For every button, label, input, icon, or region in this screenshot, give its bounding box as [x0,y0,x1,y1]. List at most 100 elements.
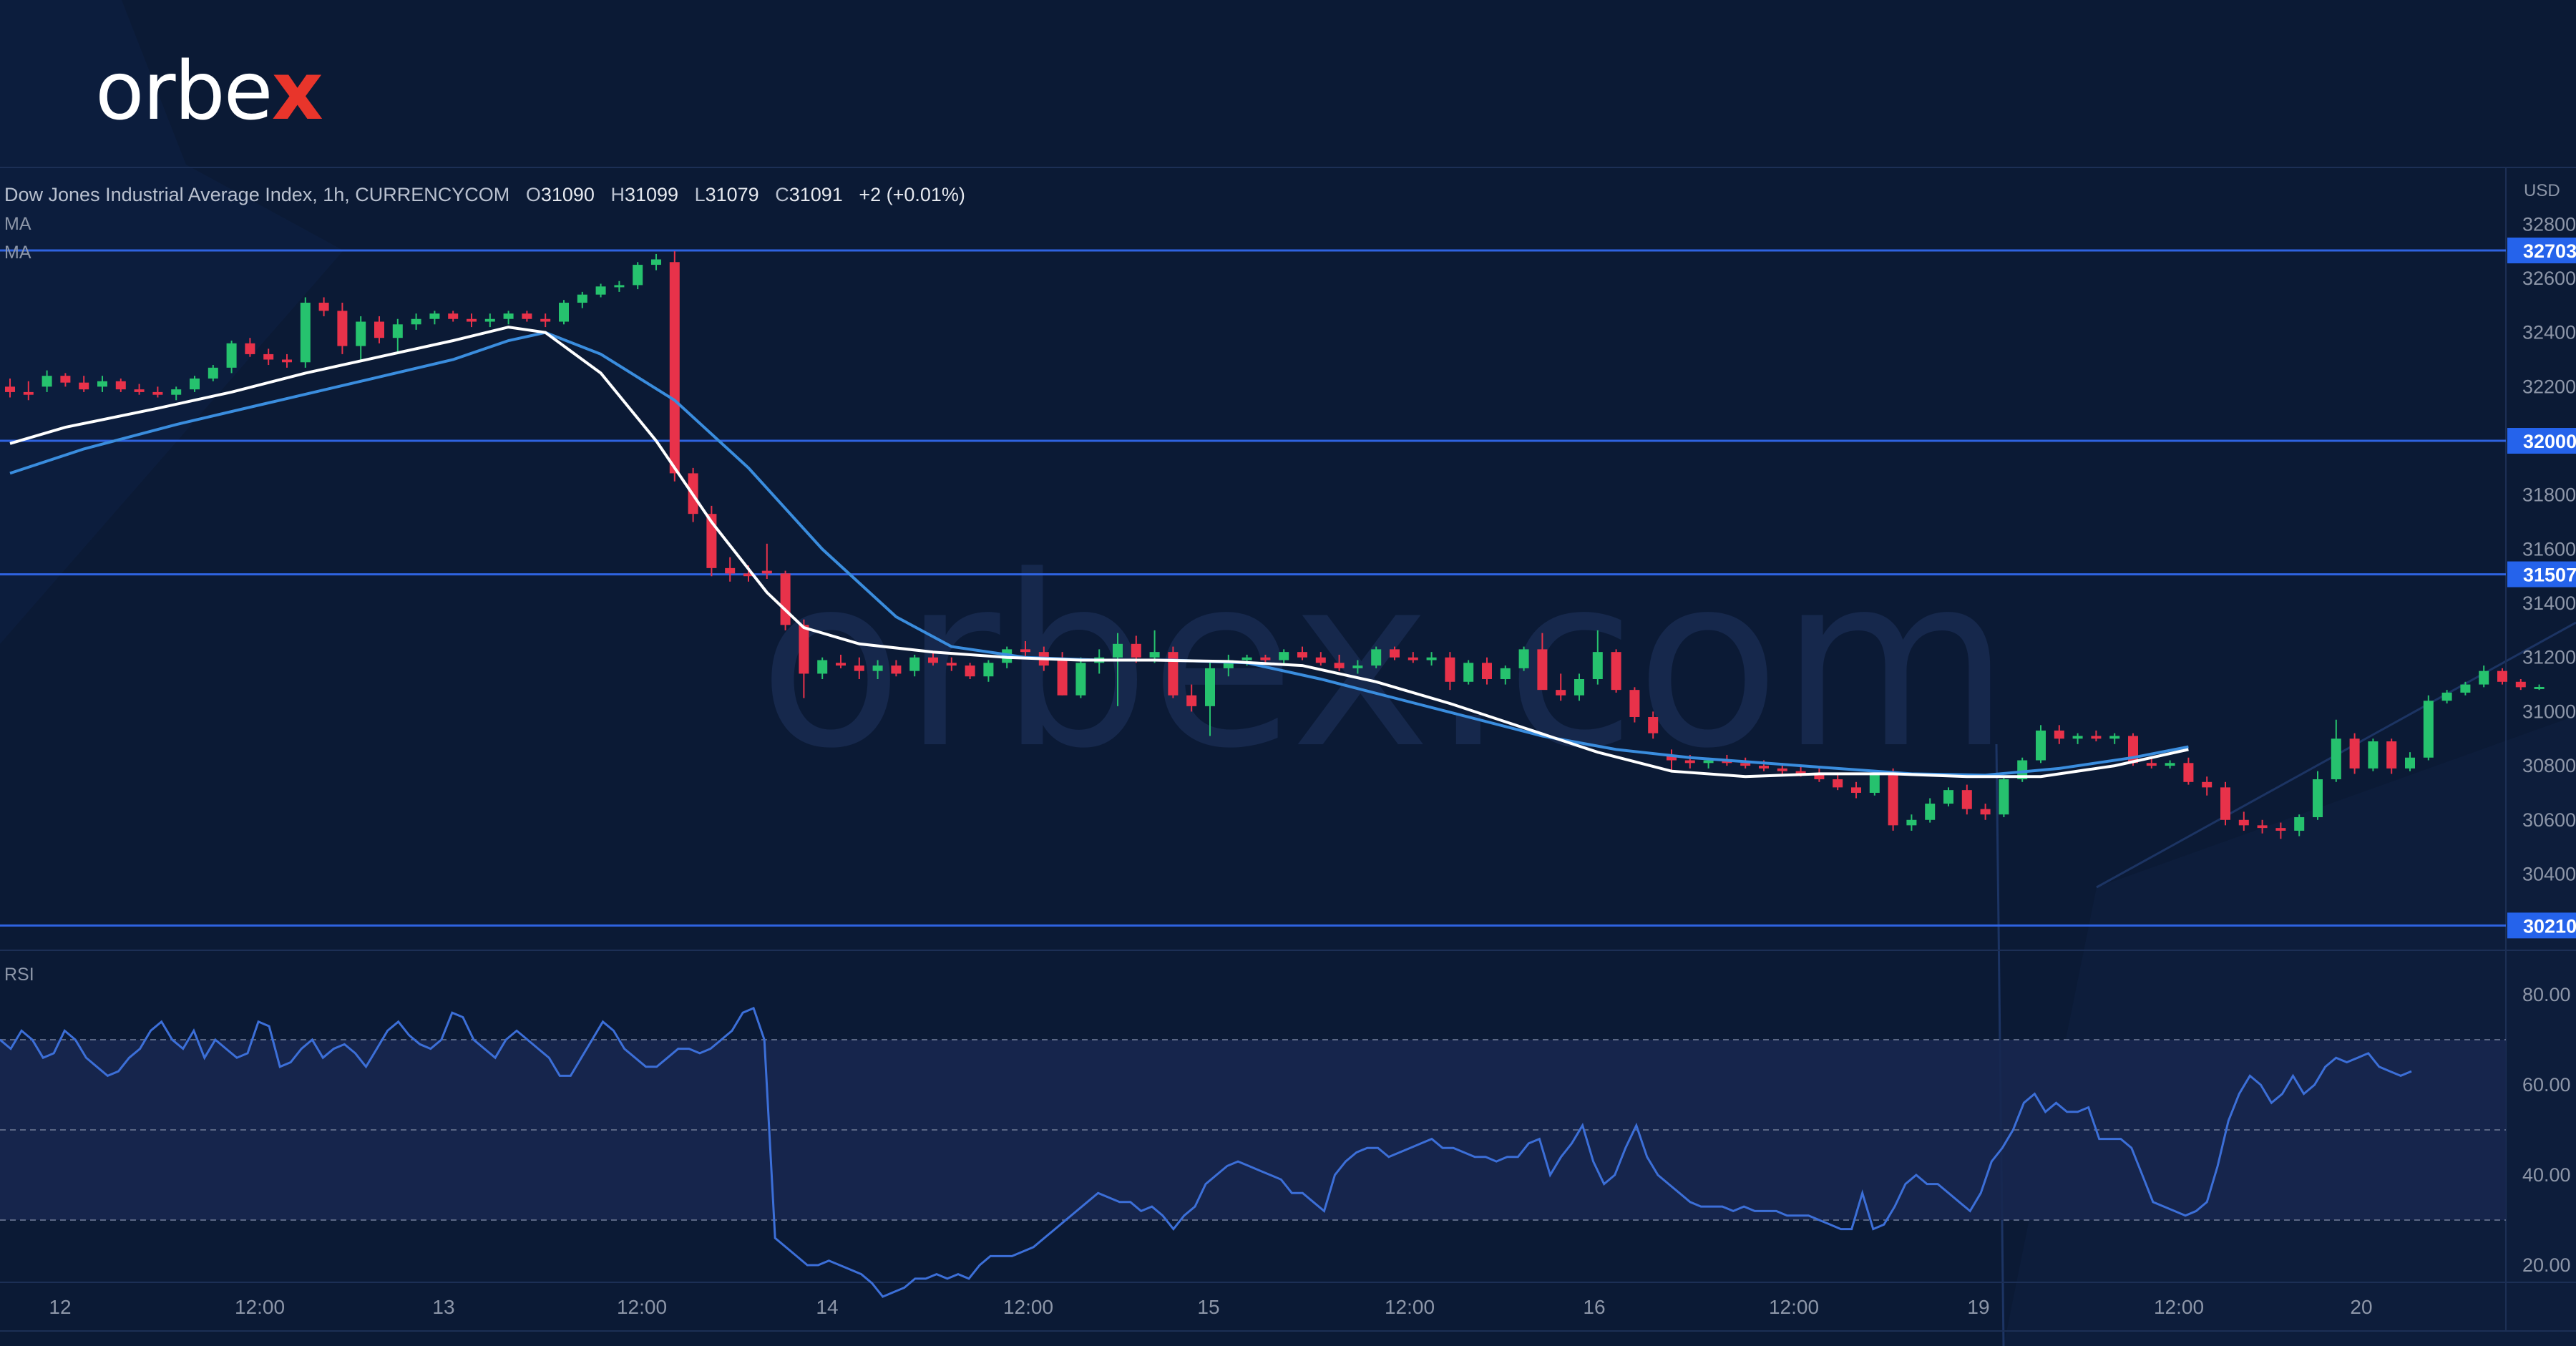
candle[interactable] [318,297,329,316]
ma-legend-2[interactable]: MA [4,243,31,263]
candle[interactable] [97,376,107,392]
candle[interactable] [983,660,994,682]
candle[interactable] [1426,652,1437,666]
candle[interactable] [2257,819,2268,834]
candle[interactable] [1518,646,1529,671]
candle[interactable] [2497,668,2507,685]
candle[interactable] [226,341,237,374]
candle[interactable] [1833,774,1843,791]
candle[interactable] [522,311,532,322]
candle[interactable] [946,657,957,671]
candle[interactable] [263,348,274,366]
candle[interactable] [2109,733,2120,744]
candle[interactable] [1260,654,1271,663]
candle[interactable] [725,557,736,582]
candle[interactable] [577,291,587,308]
candle[interactable] [374,316,384,343]
candle[interactable] [540,313,551,328]
candle[interactable] [1906,814,1917,831]
candle[interactable] [2460,681,2471,696]
candle[interactable] [2220,781,2230,826]
candle[interactable] [245,338,255,357]
ma-line-fast[interactable] [9,326,2189,779]
candle[interactable] [780,570,791,630]
candle[interactable] [2479,665,2489,688]
candle[interactable] [2054,725,2064,744]
candle[interactable] [1279,649,1289,666]
candle[interactable] [817,657,828,680]
candle[interactable] [651,253,661,270]
candle[interactable] [1223,654,1234,677]
candle[interactable] [1556,673,1566,701]
candle[interactable] [1463,660,1474,685]
candles[interactable] [5,251,2545,839]
candle[interactable] [1629,687,1640,723]
candle[interactable] [1390,646,1400,660]
candle[interactable] [909,654,920,677]
candle[interactable] [2183,757,2194,785]
candle[interactable] [1648,711,1659,739]
candle[interactable] [1482,657,1492,685]
candle[interactable] [1149,630,1160,663]
candle[interactable] [965,663,975,680]
candle[interactable] [2275,822,2286,839]
candle[interactable] [5,378,15,398]
candle[interactable] [411,313,421,330]
candle[interactable] [23,381,34,401]
candle[interactable] [115,378,126,392]
candle[interactable] [1075,657,1086,698]
candle[interactable] [1205,663,1215,736]
candle[interactable] [2405,752,2415,771]
candle[interactable] [2386,738,2397,774]
rsi-legend[interactable]: RSI [4,965,34,985]
candle[interactable] [42,370,52,392]
candle[interactable] [1943,787,1953,806]
candle[interactable] [872,660,883,680]
candle[interactable] [1186,684,1197,712]
candle[interactable] [1113,633,1123,706]
candle[interactable] [1667,749,1677,771]
candle[interactable] [1961,784,1972,815]
candle[interactable] [1925,798,1936,823]
candle[interactable] [503,311,514,325]
candle[interactable] [2441,690,2452,704]
candle[interactable] [633,262,643,290]
candle[interactable] [891,660,902,677]
candle[interactable] [2313,771,2323,820]
candle[interactable] [2294,814,2305,837]
candle[interactable] [1980,804,1991,820]
candle[interactable] [1500,665,1511,685]
candle[interactable] [614,281,625,292]
candle[interactable] [1168,646,1179,698]
candle[interactable] [79,376,89,392]
candle[interactable] [2238,811,2249,831]
candle[interactable] [467,313,477,328]
candle[interactable] [761,543,772,579]
candle[interactable] [282,353,292,368]
candle[interactable] [1371,646,1382,668]
candle[interactable] [1297,646,1307,660]
candle[interactable] [60,373,71,387]
candle[interactable] [1334,654,1345,671]
candle[interactable] [2072,733,2083,744]
ma-legend-1[interactable]: MA [4,214,31,234]
candle[interactable] [559,300,569,325]
rsi-line[interactable] [0,1006,2412,1298]
candle[interactable] [337,303,348,354]
candle[interactable] [1315,652,1326,666]
candle[interactable] [152,386,163,398]
candle[interactable] [2036,725,2046,764]
candle[interactable] [2368,738,2379,771]
candle[interactable] [1537,633,1548,691]
candle[interactable] [2017,757,2028,782]
candle[interactable] [171,386,182,401]
candle[interactable] [928,652,938,666]
candle[interactable] [836,654,846,668]
candle[interactable] [1592,630,1603,685]
candle[interactable] [1999,776,2009,817]
candle[interactable] [1445,652,1455,691]
candle[interactable] [134,384,145,395]
candle[interactable] [2091,730,2102,742]
candle[interactable] [1851,781,1861,799]
